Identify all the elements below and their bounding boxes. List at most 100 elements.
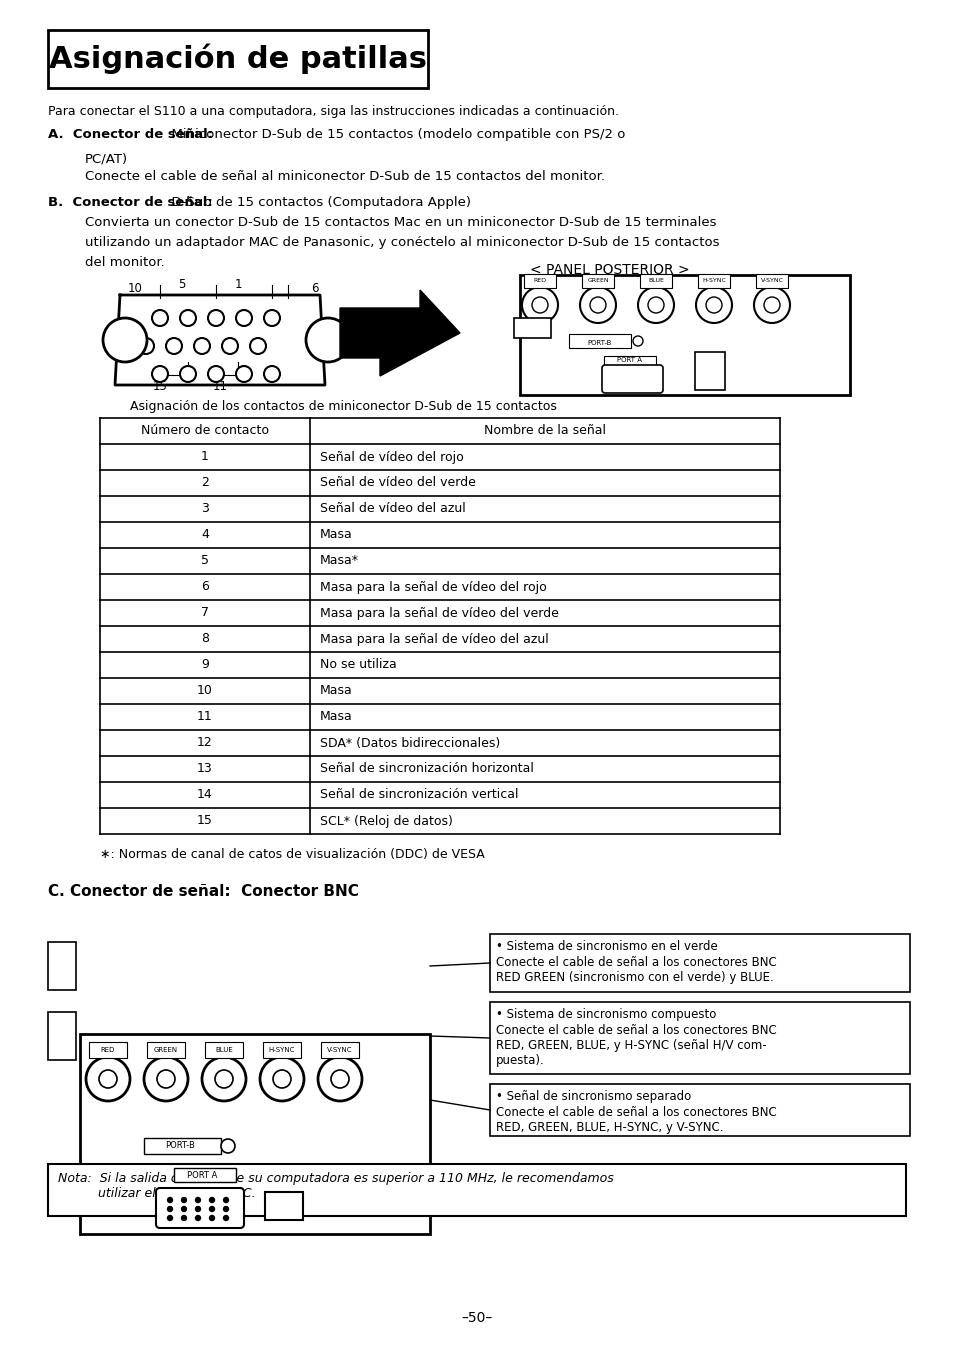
Circle shape	[210, 1206, 214, 1211]
Text: 7: 7	[201, 607, 209, 619]
FancyBboxPatch shape	[698, 274, 729, 288]
Polygon shape	[339, 291, 459, 376]
Text: SCL* (Reloj de datos): SCL* (Reloj de datos)	[319, 815, 453, 827]
Bar	[100, 678, 780, 703]
FancyBboxPatch shape	[156, 1188, 244, 1228]
FancyBboxPatch shape	[490, 1084, 909, 1137]
Text: B.  Conector de señal:: B. Conector de señal:	[48, 196, 213, 209]
Text: Señal de vídeo del azul: Señal de vídeo del azul	[319, 502, 465, 516]
Text: Conecte el cable de señal a los conectores BNC
RED GREEN (sincronismo con el ver: Conecte el cable de señal a los conector…	[496, 956, 776, 985]
Bar	[100, 731, 780, 756]
FancyBboxPatch shape	[695, 352, 724, 390]
Circle shape	[638, 287, 673, 323]
Text: Conecte el cable de señal al miniconector D-Sub de 15 contactos del monitor.: Conecte el cable de señal al miniconecto…	[85, 170, 604, 183]
Circle shape	[202, 1057, 246, 1101]
Circle shape	[264, 367, 280, 382]
Text: Para conectar el S110 a una computadora, siga las instrucciones indicadas a cont: Para conectar el S110 a una computadora,…	[48, 105, 618, 118]
Bar	[100, 703, 780, 731]
Text: Masa: Masa	[319, 528, 353, 542]
Circle shape	[99, 1070, 117, 1088]
Text: A.  Conector de señal:: A. Conector de señal:	[48, 128, 213, 141]
Circle shape	[157, 1070, 174, 1088]
Circle shape	[306, 318, 350, 363]
Text: Masa: Masa	[319, 684, 353, 698]
Text: PORT A: PORT A	[187, 1171, 217, 1180]
Circle shape	[264, 310, 280, 326]
Circle shape	[181, 1198, 186, 1202]
Bar	[100, 470, 780, 496]
Text: • Sistema de sincronismo en el verde: • Sistema de sincronismo en el verde	[496, 940, 717, 953]
Bar	[100, 782, 780, 808]
Circle shape	[214, 1070, 233, 1088]
FancyBboxPatch shape	[519, 276, 849, 395]
FancyBboxPatch shape	[144, 1138, 221, 1154]
Circle shape	[331, 1070, 349, 1088]
Text: Señal de vídeo del verde: Señal de vídeo del verde	[319, 477, 476, 489]
Bar	[100, 418, 780, 444]
Circle shape	[273, 1070, 291, 1088]
Text: • Señal de sincronismo separado: • Señal de sincronismo separado	[496, 1090, 691, 1103]
Circle shape	[138, 338, 153, 354]
Text: Señal de vídeo del rojo: Señal de vídeo del rojo	[319, 451, 463, 463]
Text: Número de contacto: Número de contacto	[141, 425, 269, 437]
FancyBboxPatch shape	[173, 1168, 235, 1181]
FancyBboxPatch shape	[514, 318, 551, 338]
Text: No se utiliza: No se utiliza	[319, 659, 396, 671]
Text: 13: 13	[197, 762, 213, 775]
Circle shape	[532, 297, 547, 312]
Circle shape	[222, 338, 237, 354]
Text: 6: 6	[201, 580, 209, 593]
Text: 4: 4	[201, 528, 209, 542]
FancyBboxPatch shape	[89, 1042, 127, 1058]
Circle shape	[633, 335, 642, 346]
Text: SDA* (Datos bidireccionales): SDA* (Datos bidireccionales)	[319, 736, 499, 750]
Circle shape	[223, 1198, 229, 1202]
Circle shape	[144, 1057, 188, 1101]
Text: 12: 12	[197, 736, 213, 750]
Circle shape	[195, 1198, 200, 1202]
Circle shape	[235, 367, 252, 382]
Circle shape	[235, 310, 252, 326]
FancyBboxPatch shape	[320, 1042, 358, 1058]
Circle shape	[210, 1215, 214, 1221]
FancyBboxPatch shape	[265, 1192, 303, 1219]
Circle shape	[168, 1215, 172, 1221]
Text: Señal de sincronización horizontal: Señal de sincronización horizontal	[319, 762, 534, 775]
Circle shape	[208, 367, 224, 382]
FancyBboxPatch shape	[639, 274, 671, 288]
Text: 2: 2	[201, 477, 209, 489]
Text: • Sistema de sincronismo compuesto: • Sistema de sincronismo compuesto	[496, 1008, 716, 1021]
Bar	[100, 574, 780, 600]
Text: Conecte el cable de señal a los conectores BNC
RED, GREEN, BLUE, H-SYNC, y V-SYN: Conecte el cable de señal a los conector…	[496, 1105, 776, 1134]
Text: 3: 3	[201, 502, 209, 516]
Text: GREEN: GREEN	[587, 278, 608, 284]
Circle shape	[210, 1198, 214, 1202]
Bar	[100, 756, 780, 782]
Text: Masa: Masa	[319, 710, 353, 724]
Bar	[100, 496, 780, 521]
FancyBboxPatch shape	[523, 274, 556, 288]
Text: RED: RED	[101, 1047, 115, 1052]
FancyBboxPatch shape	[603, 356, 656, 368]
Text: 10: 10	[128, 282, 142, 295]
Circle shape	[152, 367, 168, 382]
Circle shape	[250, 338, 266, 354]
Text: PORT-B: PORT-B	[587, 340, 612, 346]
Text: 1: 1	[234, 278, 241, 291]
FancyBboxPatch shape	[48, 30, 428, 88]
FancyBboxPatch shape	[80, 1033, 430, 1234]
Text: V-SYNC: V-SYNC	[760, 278, 782, 284]
Text: PC/AT): PC/AT)	[85, 152, 128, 166]
Circle shape	[181, 1215, 186, 1221]
Circle shape	[168, 1198, 172, 1202]
Text: 15: 15	[152, 380, 168, 392]
Bar	[100, 626, 780, 652]
Bar	[100, 652, 780, 678]
Text: Masa*: Masa*	[319, 554, 358, 568]
Text: 11: 11	[197, 710, 213, 724]
Text: BLUE: BLUE	[214, 1047, 233, 1052]
Circle shape	[181, 1206, 186, 1211]
Text: 6: 6	[311, 282, 318, 295]
Circle shape	[696, 287, 731, 323]
Text: Masa para la señal de vídeo del azul: Masa para la señal de vídeo del azul	[319, 633, 548, 645]
